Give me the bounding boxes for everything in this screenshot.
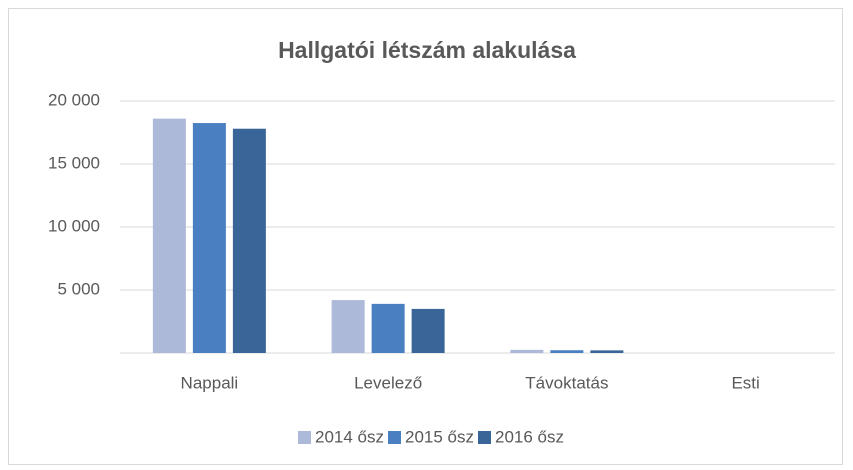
bar	[590, 350, 624, 353]
legend-label: 2015 ősz	[405, 427, 474, 446]
bar	[152, 118, 186, 353]
y-tick-label: 5 000	[57, 279, 100, 298]
x-tick-label: Távoktatás	[525, 373, 608, 392]
bar	[331, 300, 365, 353]
legend-label: 2016 ősz	[495, 427, 564, 446]
x-tick-label: Esti	[731, 373, 759, 392]
y-tick-label: 10 000	[48, 216, 100, 235]
legend-label: 2014 ősz	[315, 427, 384, 446]
bar	[411, 308, 445, 353]
x-tick-label: Levelező	[354, 373, 422, 392]
y-tick-label: 15 000	[48, 153, 100, 172]
legend-swatch	[478, 431, 491, 444]
bar	[550, 350, 584, 353]
x-tick-label: Nappali	[181, 373, 239, 392]
bar	[232, 128, 266, 353]
chart-title: Hallgatói létszám alakulása	[278, 37, 576, 63]
legend-swatch	[298, 431, 311, 444]
y-tick-label: 20 000	[48, 90, 100, 109]
chart-border	[8, 8, 843, 465]
legend-swatch	[388, 431, 401, 444]
bar	[371, 303, 405, 353]
bar	[510, 349, 544, 353]
bar	[192, 123, 226, 353]
